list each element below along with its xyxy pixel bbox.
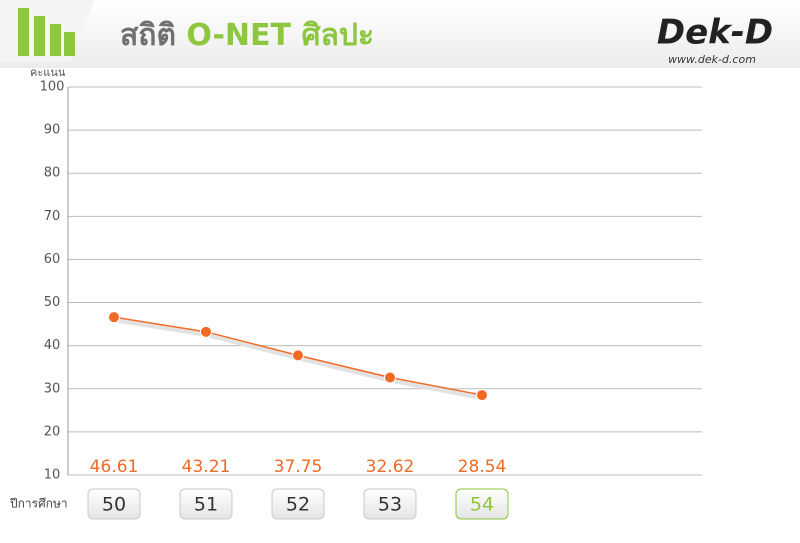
point: [200, 325, 212, 338]
category-box: [87, 488, 141, 520]
header-icon: [0, 0, 95, 62]
y-tick-label: 10: [44, 468, 61, 483]
value-label: 37.75: [274, 457, 323, 477]
x-tick-label: 52: [286, 494, 310, 516]
logo-name: Dek-D: [657, 13, 773, 53]
point: [108, 311, 120, 324]
value-label: 32.62: [366, 457, 415, 477]
y-tick-label: 60: [44, 252, 61, 267]
point: [476, 389, 488, 402]
logo-url: www.dek-d.com: [668, 53, 756, 66]
y-tick-label: 90: [44, 123, 61, 138]
category-box: [363, 488, 417, 520]
category-box: [179, 488, 233, 520]
category-box: [455, 488, 509, 520]
x-tick-label: 53: [378, 494, 402, 516]
x-tick-label: 50: [102, 494, 126, 516]
x-axis-label: ปีการศึกษา: [9, 497, 67, 511]
y-tick-label: 50: [44, 295, 61, 310]
value-label: 28.54: [458, 457, 507, 477]
value-label: 46.61: [90, 457, 139, 477]
x-tick-label: 54: [470, 494, 494, 516]
point: [292, 349, 304, 362]
y-tick-label: 40: [44, 338, 61, 353]
title-subject: O-NET ศิลปะ: [186, 18, 374, 53]
value-label: 43.21: [182, 457, 231, 477]
y-tick-label: 100: [40, 80, 65, 95]
category-box: [271, 488, 325, 520]
point: [384, 371, 396, 384]
header-band: [0, 0, 800, 68]
chart-title: สถิติ O-NET ศิลปะ: [120, 18, 374, 53]
y-tick-label: 80: [44, 166, 61, 181]
x-tick-label: 51: [194, 494, 218, 516]
title-lead: สถิติ: [120, 18, 176, 53]
y-tick-label: 20: [44, 424, 61, 439]
y-axis-label: คะแนน: [30, 66, 66, 79]
y-tick-label: 70: [44, 209, 61, 224]
y-tick-label: 30: [44, 381, 61, 396]
